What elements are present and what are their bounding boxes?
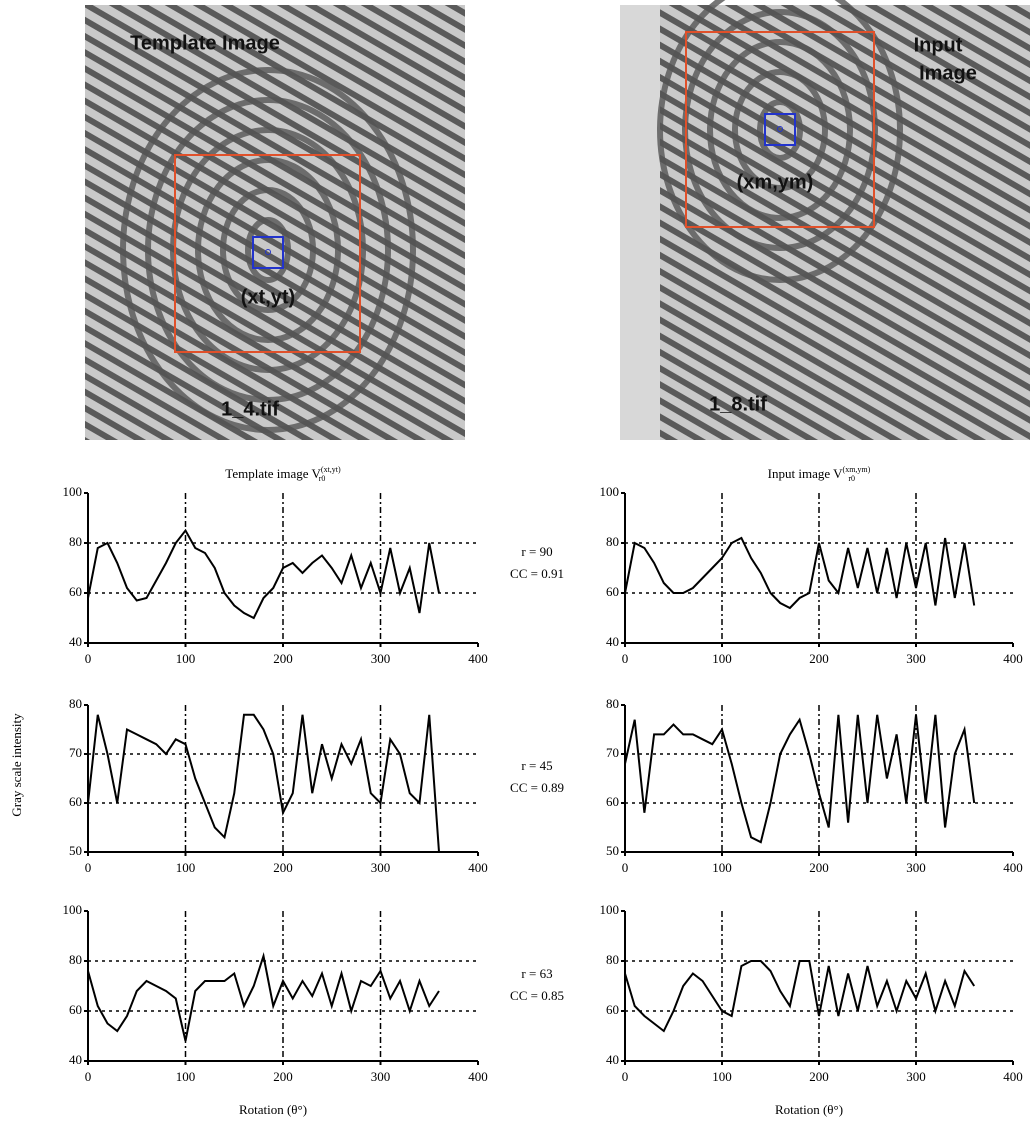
x-tick-label: 0	[622, 860, 629, 875]
input-image	[620, 0, 1030, 440]
template-image	[85, 5, 465, 440]
x-tick-label: 0	[85, 860, 92, 875]
x-tick-label: 400	[1003, 1069, 1023, 1084]
y-tick-label: 40	[606, 634, 619, 649]
y-tick-label: 40	[69, 1052, 82, 1067]
y-tick-label: 70	[606, 745, 619, 760]
y-tick-label: 80	[69, 696, 82, 711]
y-tick-label: 80	[606, 534, 619, 549]
title-part: Template image V	[225, 466, 321, 481]
x-tick-label: 400	[468, 1069, 488, 1084]
y-tick-label: 40	[69, 634, 82, 649]
x-tick-label: 0	[85, 651, 92, 666]
cc-label: CC = 0.89	[510, 780, 564, 795]
x-tick-label: 300	[906, 1069, 926, 1084]
r-label: r = 63	[521, 966, 552, 981]
file-label: 1_4.tif	[221, 398, 279, 420]
y-tick-label: 100	[63, 902, 83, 917]
x-tick-label: 300	[371, 651, 391, 666]
x-axis-label: Rotation (θ°)	[775, 1102, 843, 1117]
y-tick-label: 40	[606, 1052, 619, 1067]
title-part: r0	[848, 474, 855, 483]
title-part: (xm,ym)	[843, 465, 871, 474]
x-tick-label: 0	[85, 1069, 92, 1084]
title-part: Input image V	[768, 466, 843, 481]
y-tick-label: 60	[69, 794, 82, 809]
y-tick-label: 60	[606, 1002, 619, 1017]
cc-label: CC = 0.85	[510, 988, 564, 1003]
x-tick-label: 200	[273, 860, 293, 875]
x-tick-label: 0	[622, 1069, 629, 1084]
x-tick-label: 100	[176, 860, 196, 875]
x-axis-label: Rotation (θ°)	[239, 1102, 307, 1117]
point-label: (xm,ym)	[737, 171, 814, 193]
x-tick-label: 200	[273, 651, 293, 666]
y-tick-label: 60	[69, 584, 82, 599]
y-tick-label: 50	[69, 843, 82, 858]
point-label: (xt,yt)	[241, 286, 295, 308]
x-tick-label: 200	[809, 860, 829, 875]
r-label: r = 90	[521, 544, 552, 559]
x-tick-label: 400	[468, 651, 488, 666]
x-tick-label: 100	[712, 860, 732, 875]
chart-title: Input image V(xm,ym) r0	[768, 465, 871, 483]
x-tick-label: 200	[809, 1069, 829, 1084]
y-tick-label: 60	[69, 1002, 82, 1017]
y-tick-label: 80	[69, 952, 82, 967]
y-tick-label: 70	[69, 745, 82, 760]
y-tick-label: 50	[606, 843, 619, 858]
data-line	[87, 952, 440, 1042]
x-tick-label: 300	[371, 860, 391, 875]
x-tick-label: 100	[712, 1069, 732, 1084]
r-label: r = 45	[521, 758, 552, 773]
data-line	[87, 528, 440, 620]
x-tick-label: 200	[809, 651, 829, 666]
y-tick-label: 100	[600, 902, 620, 917]
x-tick-label: 100	[176, 651, 196, 666]
image-title: Input	[914, 34, 963, 56]
x-tick-label: 400	[468, 860, 488, 875]
y-tick-label: 60	[606, 794, 619, 809]
y-tick-label: 60	[606, 584, 619, 599]
x-tick-label: 0	[622, 651, 629, 666]
x-tick-label: 100	[712, 651, 732, 666]
image-title: Template Image	[130, 32, 280, 54]
y-axis-label: Gray scale intensity	[9, 713, 24, 817]
y-tick-label: 80	[69, 534, 82, 549]
data-line	[87, 713, 440, 853]
y-tick-label: 100	[63, 484, 83, 499]
data-line	[624, 960, 976, 1033]
x-tick-label: 400	[1003, 860, 1023, 875]
x-tick-label: 100	[176, 1069, 196, 1084]
x-tick-label: 400	[1003, 651, 1023, 666]
y-tick-label: 80	[606, 696, 619, 711]
x-tick-label: 300	[906, 860, 926, 875]
x-tick-label: 200	[273, 1069, 293, 1084]
title-part: (xt,yt)	[321, 465, 341, 474]
y-tick-label: 80	[606, 952, 619, 967]
data-line	[624, 714, 976, 844]
title-part: r0	[319, 474, 326, 483]
x-tick-label: 300	[906, 651, 926, 666]
file-label: 1_8.tif	[709, 393, 767, 415]
y-tick-label: 100	[600, 484, 620, 499]
cc-label: CC = 0.91	[510, 566, 564, 581]
data-line	[624, 536, 976, 610]
image-title: Image	[919, 62, 977, 84]
chart-title: Template image V(xt,yt) r0	[225, 465, 341, 483]
x-tick-label: 300	[371, 1069, 391, 1084]
